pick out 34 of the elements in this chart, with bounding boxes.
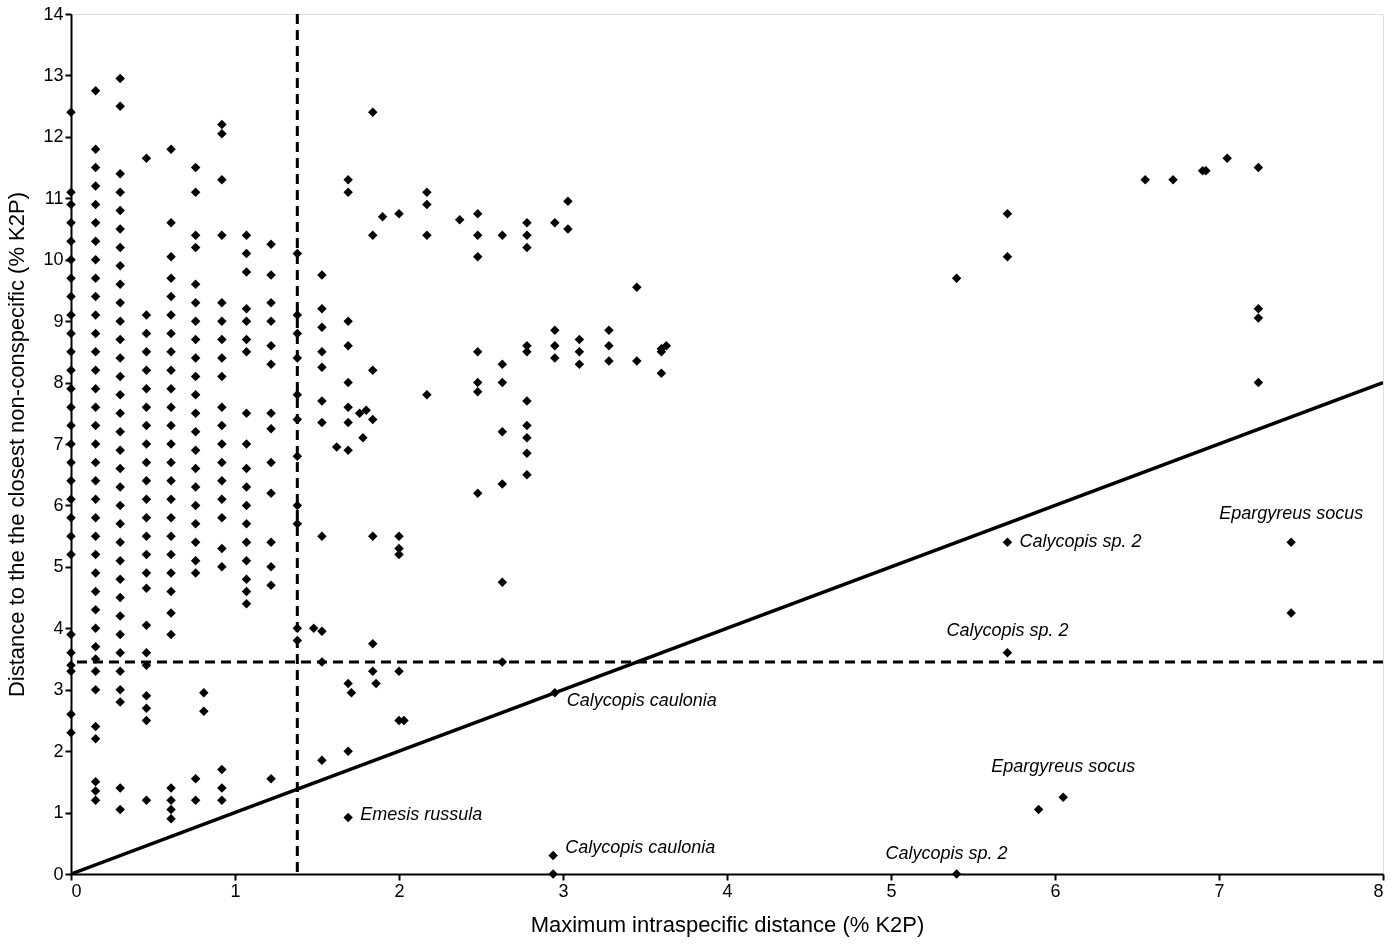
x-tick-label: 0 — [71, 880, 82, 901]
annotation: Emesis russula — [360, 804, 483, 825]
y-tick-label: 7 — [53, 433, 64, 454]
y-axis-title: Distance to the the closest non-conspecific (% K2P) — [4, 191, 30, 698]
y-tick-label: 8 — [53, 372, 64, 393]
annotation: Calycopis sp. 2 — [885, 843, 1008, 863]
y-tick-label: 11 — [44, 187, 64, 208]
y-tick-label: 4 — [53, 617, 64, 638]
annotation: Epargyreus socus — [991, 756, 1136, 777]
x-axis-title: Maximum intraspecific distance (% K2P) — [530, 911, 925, 937]
x-tick-label: 2 — [394, 880, 405, 901]
x-tick-label: 3 — [558, 880, 569, 901]
y-tick-label: 9 — [53, 310, 64, 331]
x-tick-label: 6 — [1050, 880, 1061, 901]
y-tick-label: 10 — [43, 249, 64, 270]
y-tick-label: 1 — [53, 802, 64, 823]
y-tick-label: 13 — [43, 64, 64, 85]
annotation: Calycopis sp. 2 — [946, 619, 1069, 640]
y-tick-label: 14 — [43, 3, 64, 24]
annotation: Calycopis caulonia — [566, 689, 717, 710]
annotation: Calycopis caulonia — [565, 836, 716, 857]
x-tick-label: 4 — [722, 880, 733, 901]
y-tick-label: 3 — [53, 679, 64, 700]
y-tick-label: 12 — [43, 126, 64, 147]
y-tick-label: 2 — [53, 740, 64, 761]
y-tick-label: 0 — [53, 863, 64, 884]
y-tick-label: 6 — [53, 494, 64, 515]
x-tick-label: 7 — [1214, 880, 1225, 901]
annotation: Calycopis sp. 2 — [1019, 531, 1142, 552]
x-tick-label: 8 — [1373, 880, 1384, 901]
x-tick-label: 1 — [230, 880, 241, 901]
y-tick-label: 5 — [53, 556, 64, 577]
annotation: Epargyreus socus — [1219, 503, 1364, 524]
x-tick-label: 5 — [886, 880, 897, 901]
